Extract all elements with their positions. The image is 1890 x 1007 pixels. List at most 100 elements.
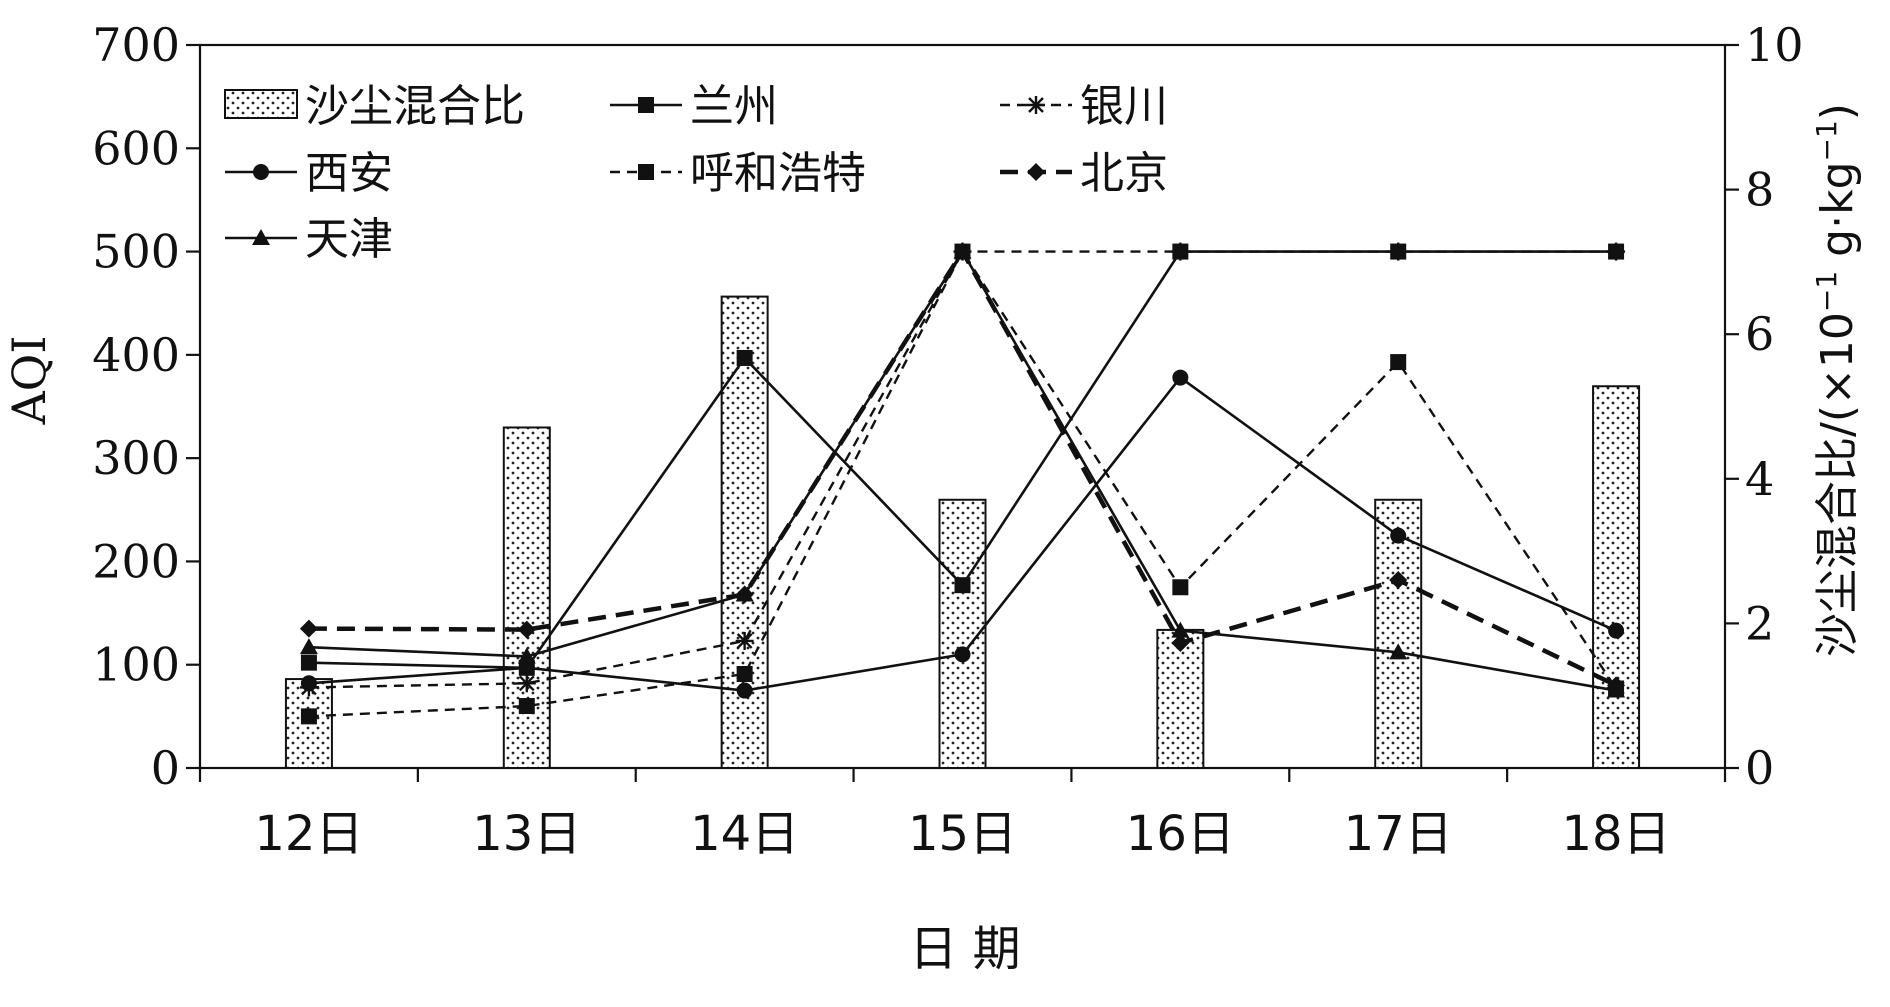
y-axis-right-label-mid: g·kg [1812,162,1863,271]
series-3-point-7-shape [1608,622,1625,639]
series-5-point-1-shape [299,619,318,638]
series-2-point-2 [517,674,536,693]
y-right-tick-label-5: 8 [1745,163,1774,217]
series-3-point-3-shape [736,682,753,699]
series-1-point-4 [954,577,971,594]
legend-label-4: 西安 [305,148,393,199]
y-right-tick-label-2: 2 [1745,596,1774,650]
y-left-tick-label-8: 700 [92,18,180,72]
series-4-point-5-shape [1172,579,1189,596]
x-tick-label-1: 12日 [254,806,363,862]
series-3-point-2-shape [518,659,535,676]
x-tick-label-2: 13日 [472,806,581,862]
series-3-point-5-shape [1172,369,1189,386]
legend-label-2: 兰州 [690,81,778,132]
legend-entry-1: 沙尘混合比 [224,81,525,132]
y-axis-left-label: AQI [2,335,56,425]
legend-marker-7 [252,229,270,245]
series-3-point-2 [518,659,535,676]
legend-entry-4: 西安 [225,148,393,199]
series-4-point-6 [1390,354,1407,371]
series-4-point-6-shape [1390,354,1407,371]
series-4-point-2-shape [518,698,535,715]
series-5-point-5 [1171,634,1190,653]
series-6-point-1 [299,638,318,655]
y-axis-right-label: 沙尘混合比/(×10−1 g·kg−1) [1810,103,1863,657]
legend-label-3: 银川 [1080,81,1168,132]
legend-entry-6: 北京 [1000,148,1168,199]
series-5-point-5-shape [1171,634,1190,653]
legend-marker-6 [1027,163,1045,181]
series-3-point-1-shape [300,675,317,692]
series-6-point-3-shape [735,585,754,602]
x-tick-label-5: 16日 [1126,806,1235,862]
series-3-point-3 [736,682,753,699]
x-tick-label-3: 14日 [690,806,799,862]
series-6-point-6 [1389,643,1408,660]
series-5-point-1 [299,619,318,638]
series-1-point-1 [300,654,317,671]
legend-marker-2-shape [638,97,654,113]
series-6-point-5 [1171,621,1190,638]
series-4-point-1-shape [300,708,317,725]
legend-marker-3-stroke-4 [1028,97,1044,113]
legend-marker-4 [253,164,269,180]
x-tick-label-4: 15日 [908,806,1017,862]
series-6-point-1-shape [299,638,318,655]
legend-marker-4-shape [253,164,269,180]
series-3-point-6 [1390,527,1407,544]
series-3-point-4 [954,646,971,663]
legend-marker-2 [638,97,654,113]
series-5-point-2 [517,620,536,639]
y-left-tick-label-5: 400 [92,328,180,382]
y-axis-right-label-sup2: −1 [1810,120,1843,161]
axis-layer: 0 100 200 300 400 500 600 700 0 2 4 6 8 10 12日 13日 14日 15… [92,18,1803,862]
series-3-point-7 [1608,622,1625,639]
series-5-point-2-shape [517,620,536,639]
y-left-tick-label-3: 200 [92,534,180,588]
series-6-point-7 [1607,681,1626,698]
series-6-point-6-shape [1389,643,1408,660]
series-1-point-1-shape [300,654,317,671]
series-4-point-1 [300,708,317,725]
series-3-point-4-shape [954,646,971,663]
series-5-point-6-shape [1389,571,1408,590]
legend-label-7: 天津 [305,214,393,265]
y-right-tick-label-1: 0 [1745,741,1774,795]
series-1-point-4-shape [954,577,971,594]
bar-6 [1374,498,1423,769]
y-right-tick-label-3: 4 [1745,452,1774,506]
series-2-point-7-stroke-4 [1608,243,1624,260]
legend-entry-3: 银川 [1000,81,1168,132]
x-axis-label: 日 期 [909,921,1020,977]
legend-entry-2: 兰州 [610,81,778,132]
line-layer [299,242,1626,725]
y-left-tick-label-1: 0 [151,741,180,795]
y-left-tick-label-7: 600 [92,121,180,175]
legend-marker-6-shape [1027,163,1045,181]
series-2-point-5 [1171,242,1190,261]
series-2-point-3-stroke-4 [736,633,753,649]
series-1-point-3-shape [736,349,753,366]
legend-swatch-1 [224,89,298,119]
y-right-tick-label-4: 6 [1745,307,1774,361]
y-axis-right-label-end: ) [1812,103,1863,120]
series-3-point-1 [300,675,317,692]
series-1-point-3 [736,349,753,366]
series-2-point-7 [1607,242,1626,261]
y-left-tick-label-6: 500 [92,225,180,279]
series-6-point-4-shape [953,242,972,259]
series-2-point-6-stroke-4 [1390,243,1407,260]
series-4-point-3-shape [736,666,753,683]
series-4-point-2 [518,698,535,715]
x-tick-label-7: 18日 [1562,806,1671,862]
legend-marker-3 [1027,96,1045,114]
y-axis-right-label-main: 沙尘混合比/(×10 [1812,312,1863,657]
y-left-tick-label-4: 300 [92,431,180,485]
legend-marker-5-shape [638,164,654,180]
y-axis-right-label-sup1: −1 [1810,271,1843,312]
legend-marker-5 [638,164,654,180]
bar-layer [284,295,1641,769]
